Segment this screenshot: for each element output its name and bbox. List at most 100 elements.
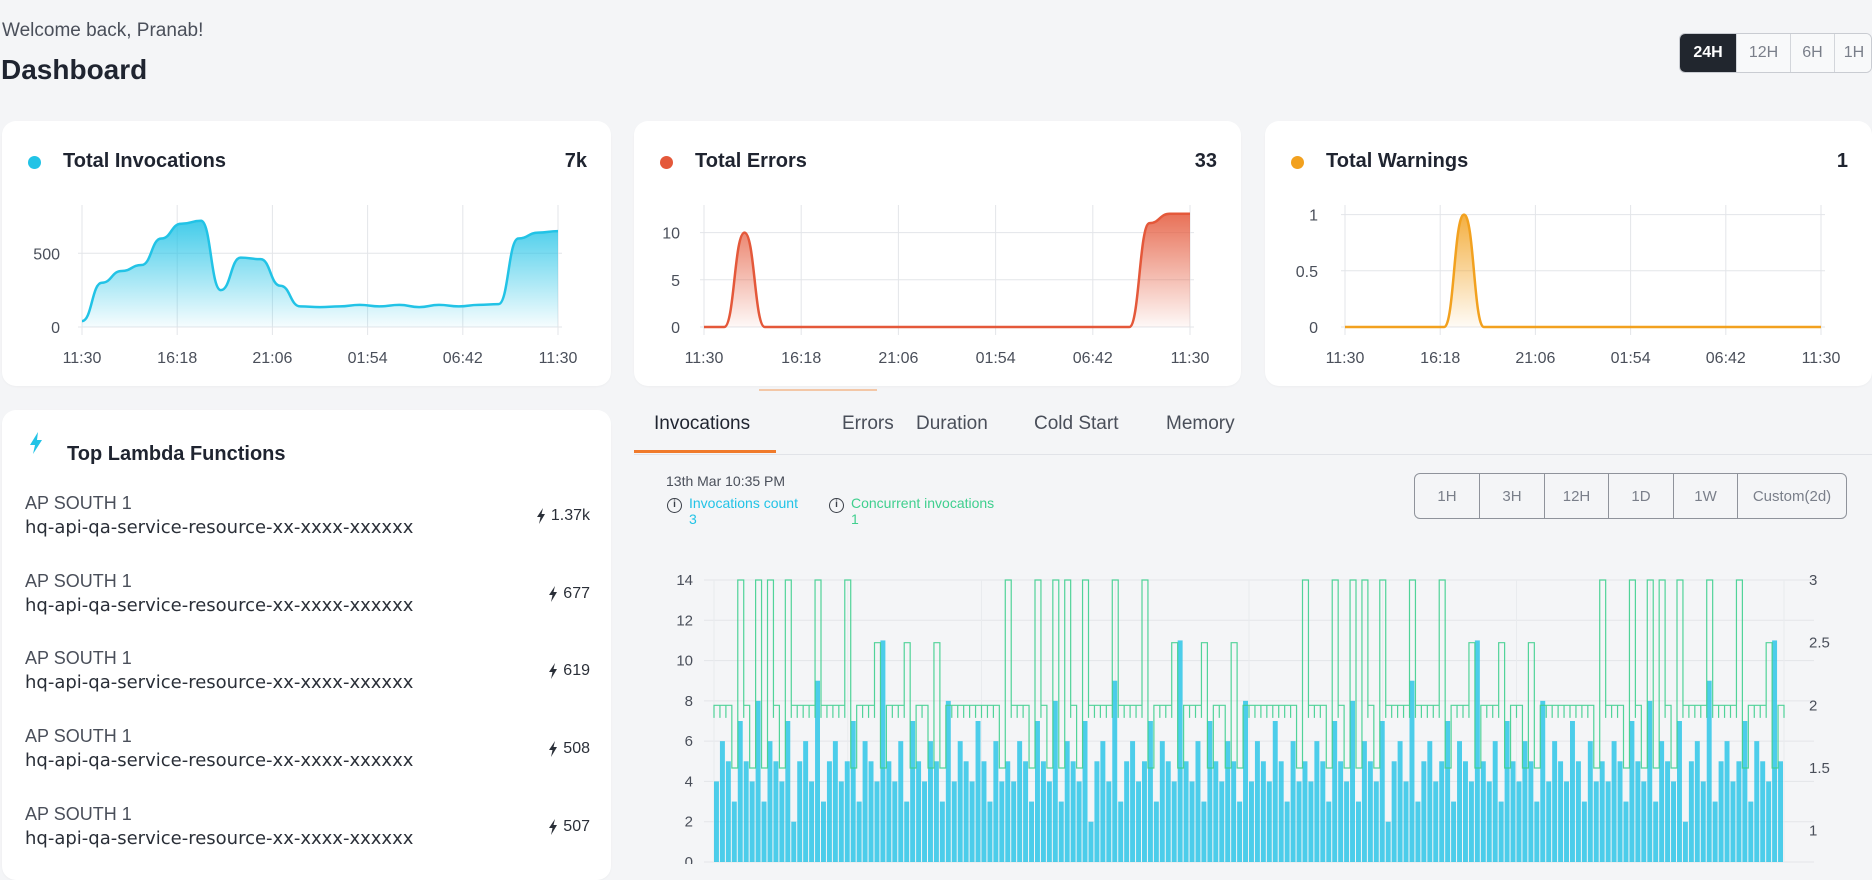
warnings-dot-icon — [1291, 156, 1304, 169]
invocation-bar — [1076, 781, 1082, 862]
invocation-bar — [916, 761, 922, 862]
invocation-bar — [874, 781, 880, 862]
lightning-icon — [30, 432, 42, 454]
invocation-bar — [862, 741, 868, 862]
invocation-bar — [1231, 761, 1237, 862]
invocation-bar — [975, 721, 981, 862]
range-12h-button[interactable]: 12H — [1736, 34, 1790, 72]
lambda-region: AP SOUTH 1 — [25, 493, 132, 513]
chart-range-selector: 1H 3H 12H 1D 1W Custom(2d) — [1414, 473, 1847, 519]
invocation-bar — [1736, 761, 1742, 862]
invocation-bar — [1308, 781, 1314, 862]
range-24h-button[interactable]: 24H — [1680, 34, 1736, 72]
y-tick-label: 0 — [1309, 320, 1318, 337]
lambda-item[interactable]: AP SOUTH 1 hq-api-qa-service-resource-xx… — [25, 571, 590, 631]
invocation-bar — [1480, 761, 1486, 862]
tab-duration[interactable]: Duration — [916, 413, 988, 434]
invocation-bar — [1124, 761, 1130, 862]
legend-invocations[interactable]: i Invocations count 3 — [667, 495, 807, 529]
invocation-bar — [1284, 801, 1290, 862]
y-tick-label: 1 — [1309, 208, 1318, 225]
invocation-bar — [1326, 801, 1332, 862]
invocation-bar — [1017, 741, 1023, 862]
invocation-bar — [1730, 781, 1736, 862]
invocation-bar — [1213, 761, 1219, 862]
invocation-bar — [1617, 761, 1623, 862]
card-value: 1 — [1836, 150, 1848, 172]
invocation-bar — [1510, 761, 1516, 862]
y-left-tick-label: 14 — [676, 572, 693, 589]
x-tick-label: 01:54 — [1611, 350, 1651, 367]
top-lambda-card: Top Lambda Functions AP SOUTH 1 hq-api-q… — [2, 410, 611, 880]
invocation-bar — [1415, 801, 1421, 862]
card-title: Total Invocations — [63, 150, 226, 172]
range-6h-button[interactable]: 6H — [1790, 34, 1834, 72]
legend-concurrent[interactable]: i Concurrent invocations 1 — [829, 495, 1009, 529]
invocation-bar — [1712, 801, 1718, 862]
lambda-function-name: hq-api-qa-service-resource-xx-xxxx-xxxxx… — [25, 595, 414, 616]
tab-invocations[interactable]: Invocations — [654, 413, 751, 434]
range-1h-button[interactable]: 1H — [1415, 474, 1479, 518]
y-tick-label: 500 — [33, 246, 60, 263]
range-3h-button[interactable]: 3H — [1479, 474, 1544, 518]
range-custom-button[interactable]: Custom(2d) — [1737, 474, 1846, 518]
x-tick-label: 21:06 — [252, 350, 292, 367]
lambda-count: 677 — [563, 585, 590, 602]
invocation-bar — [1189, 781, 1195, 862]
lambda-item[interactable]: AP SOUTH 1 hq-api-qa-service-resource-xx… — [25, 804, 590, 864]
invocation-bar — [1623, 801, 1629, 862]
invocation-bar — [1332, 721, 1338, 862]
invocation-bar — [1153, 801, 1159, 862]
invocation-bar — [999, 781, 1005, 862]
tab-memory[interactable]: Memory — [1166, 413, 1235, 434]
invocation-bar — [1302, 761, 1308, 862]
page-title: Dashboard — [1, 54, 148, 85]
invocation-bar — [1243, 700, 1248, 862]
invocation-bar — [737, 721, 743, 862]
invocation-bar — [1272, 721, 1278, 862]
range-1h-button[interactable]: 1H — [1834, 34, 1871, 72]
invocation-bar — [755, 700, 761, 862]
invocation-bar — [993, 741, 999, 862]
invocation-bar — [1635, 761, 1641, 862]
invocation-bar — [1724, 741, 1730, 862]
tab-cold-start[interactable]: Cold Start — [1034, 413, 1119, 434]
range-1w-button[interactable]: 1W — [1673, 474, 1737, 518]
invocation-bar — [1201, 801, 1207, 862]
range-1d-button[interactable]: 1D — [1608, 474, 1673, 518]
lambda-item[interactable]: AP SOUTH 1 hq-api-qa-service-resource-xx… — [25, 648, 590, 708]
invocation-bar — [1136, 781, 1141, 862]
invocation-bar — [886, 761, 892, 862]
invocation-bar — [945, 700, 951, 862]
invocation-bar — [1665, 761, 1671, 862]
x-tick-label: 21:06 — [878, 350, 918, 367]
lambda-region: AP SOUTH 1 — [25, 648, 132, 668]
x-tick-label: 11:30 — [1326, 350, 1365, 367]
invocation-bar — [1052, 700, 1058, 862]
x-tick-label: 11:30 — [1802, 350, 1841, 367]
y-tick-label: 0.5 — [1296, 264, 1318, 281]
invocation-bar — [880, 640, 886, 862]
warnings-chart: 11:30 16:18 21:06 01:54 06:42 11:30 0 0.5 1 — [1296, 205, 1841, 367]
invocation-bar — [928, 741, 933, 862]
invocation-bar — [1611, 741, 1617, 862]
invocation-bar — [1112, 680, 1118, 862]
x-tick-label: 01:54 — [348, 350, 388, 367]
x-tick-label: 06:42 — [443, 350, 483, 367]
x-tick-label: 06:42 — [1706, 350, 1746, 367]
y-tick-label: 10 — [662, 226, 680, 243]
x-tick-label: 16:18 — [157, 350, 197, 367]
invocation-bar — [1587, 741, 1593, 862]
invocation-bar — [1094, 761, 1100, 862]
invocation-bar — [1082, 721, 1088, 862]
invocation-bar — [743, 761, 749, 862]
errors-chart: 11:30 16:18 21:06 01:54 06:42 11:30 0 5 10 — [662, 205, 1210, 367]
invocation-bar — [761, 801, 767, 862]
welcome-text: Welcome back, Pranab! — [2, 20, 204, 41]
lambda-title: Top Lambda Functions — [67, 443, 286, 465]
range-12h-button[interactable]: 12H — [1544, 474, 1608, 518]
tab-errors[interactable]: Errors — [842, 413, 894, 434]
invocation-bar — [1564, 781, 1569, 862]
lambda-item[interactable]: AP SOUTH 1 hq-api-qa-service-resource-xx… — [25, 493, 590, 553]
lambda-item[interactable]: AP SOUTH 1 hq-api-qa-service-resource-xx… — [25, 726, 590, 786]
